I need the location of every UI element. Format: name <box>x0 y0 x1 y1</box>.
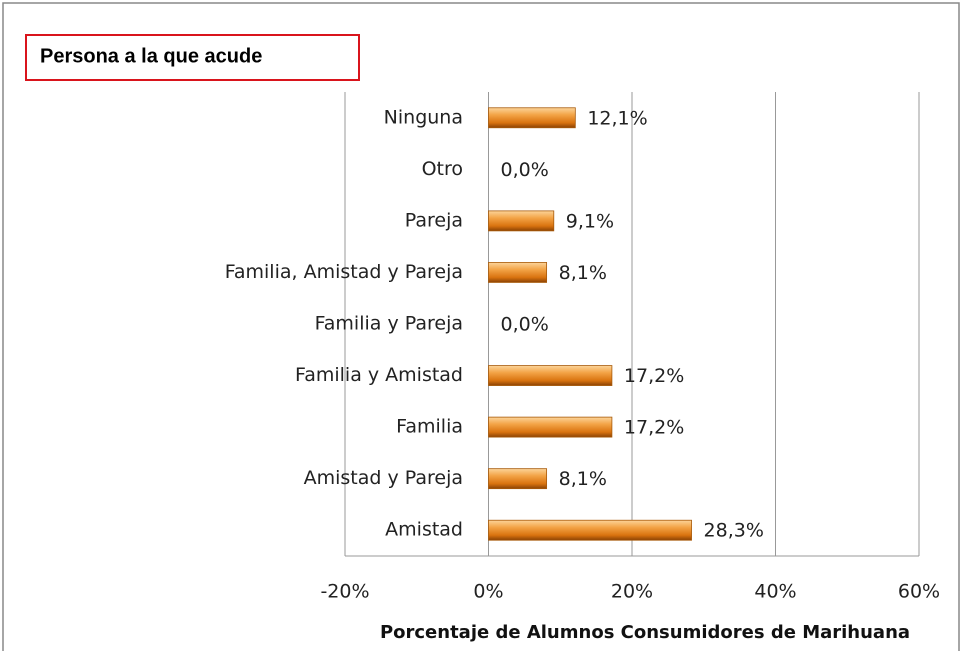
value-label: 0,0% <box>501 314 549 336</box>
y-tick-label: Amistad y Pareja <box>304 467 463 489</box>
bar <box>488 519 692 541</box>
x-tick-label: 60% <box>898 581 940 603</box>
y-tick-label: Familia, Amistad y Pareja <box>225 261 463 283</box>
y-tick-label: Pareja <box>405 209 463 231</box>
title-box <box>25 34 360 81</box>
y-tick-label: Amistad <box>385 519 463 541</box>
x-axis-label: Porcentaje de Alumnos Consumidores de Ma… <box>380 622 910 643</box>
bar <box>488 107 576 129</box>
y-tick-label: Familia y Amistad <box>295 364 463 386</box>
x-tick-label: -20% <box>320 581 369 603</box>
x-tick-label: 20% <box>611 581 653 603</box>
bar <box>488 416 613 438</box>
value-label: 8,1% <box>559 468 607 490</box>
y-tick-label: Familia <box>396 416 463 438</box>
y-tick-label: Familia y Pareja <box>315 313 463 335</box>
value-label: 8,1% <box>559 262 607 284</box>
x-tick-label: 40% <box>754 581 796 603</box>
chart-title: Persona a la que acude <box>40 45 262 67</box>
bar <box>488 210 555 232</box>
value-label: 0,0% <box>501 159 549 181</box>
bar <box>488 365 613 386</box>
value-label: 17,2% <box>624 417 684 439</box>
value-label: 28,3% <box>704 520 764 542</box>
value-label: 12,1% <box>587 107 647 129</box>
y-tick-label: Ninguna <box>384 106 463 128</box>
y-tick-label: Otro <box>422 158 463 180</box>
value-label: 17,2% <box>624 365 684 387</box>
bar <box>488 262 548 283</box>
x-tick-label: 0% <box>473 581 503 603</box>
value-label: 9,1% <box>566 210 614 232</box>
bar <box>488 468 548 490</box>
